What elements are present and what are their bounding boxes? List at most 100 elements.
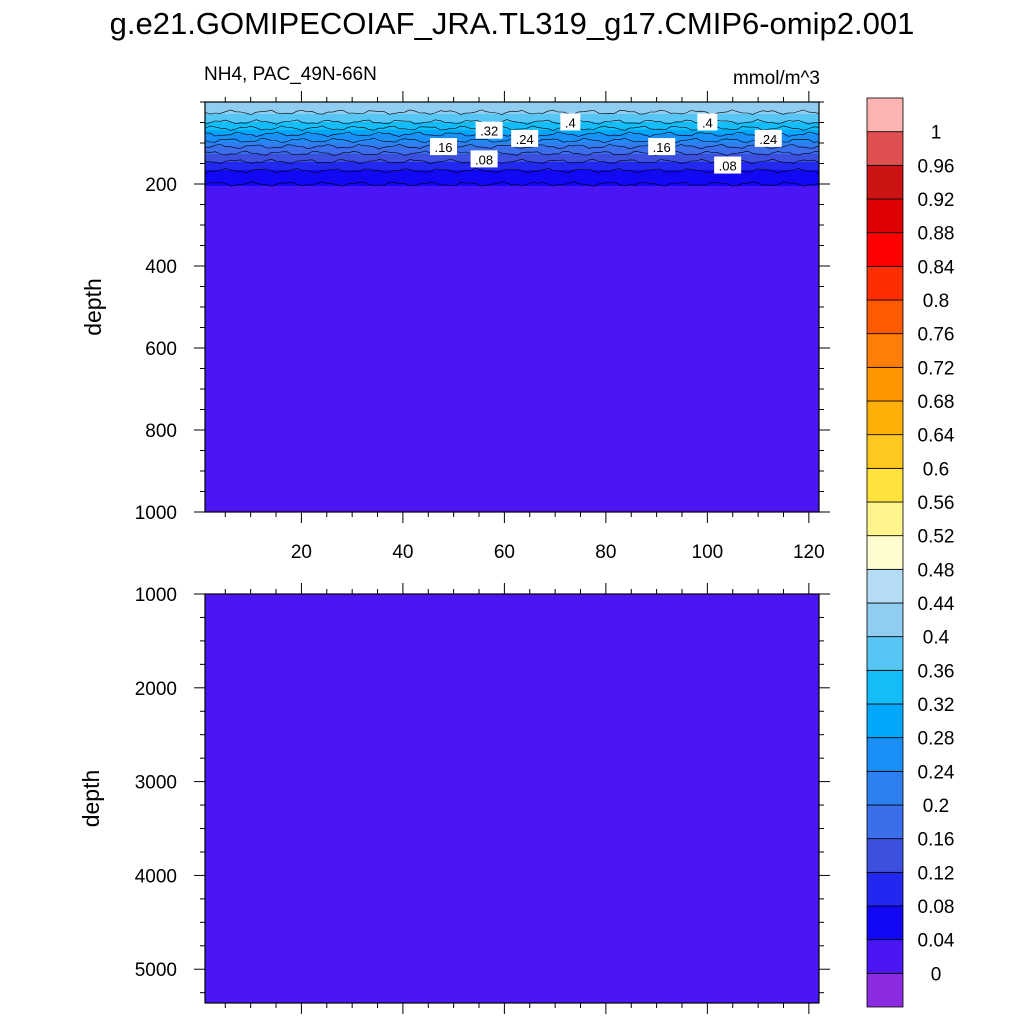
field-band (205, 126, 819, 131)
colorbar-swatch (866, 602, 904, 638)
field-band (205, 334, 819, 339)
colorbar-label: 0.88 (918, 224, 955, 245)
colorbar-label: 0.44 (918, 594, 955, 615)
field-band (205, 146, 819, 151)
field-band (205, 246, 819, 251)
field-band (205, 266, 819, 271)
field-band (205, 322, 819, 327)
colorbar-swatch (866, 97, 904, 133)
field-band (205, 274, 819, 279)
variable-region-subtitle: NH4, PAC_49N-66N (204, 64, 377, 85)
colorbar-swatch (866, 972, 904, 1008)
colorbar-swatch (866, 770, 904, 806)
field-band (205, 330, 819, 335)
field-band (205, 422, 819, 427)
colorbar-label: 0.48 (918, 560, 955, 581)
field-band (205, 186, 819, 191)
field-band (205, 226, 819, 231)
plot-frame (204, 593, 820, 1004)
field-band (205, 174, 819, 179)
contour-label-box (511, 129, 539, 147)
contour-label-box (429, 138, 457, 156)
colorbar-label: 0.84 (918, 257, 955, 278)
contour-line (204, 150, 820, 156)
colorbar-swatch (866, 164, 904, 200)
colorbar-label: 0 (931, 964, 942, 985)
colorbar-swatch (866, 131, 904, 166)
field-band (205, 182, 819, 187)
field-band (205, 394, 819, 399)
contour-label: .24 (516, 132, 534, 147)
colorbar-label: 0.68 (918, 392, 955, 413)
field-band (205, 486, 819, 491)
y-axis-title: depth (80, 278, 106, 336)
field-band (205, 238, 819, 243)
colorbar-swatch (866, 568, 904, 604)
field-band (205, 406, 819, 411)
contour-label-box (754, 129, 782, 147)
field-band (205, 214, 819, 219)
field-band (205, 286, 819, 291)
field-band (205, 494, 819, 499)
field-band (205, 310, 819, 315)
colorbar-label: 0.28 (918, 729, 955, 750)
field-band (205, 414, 819, 419)
field-band (205, 170, 819, 175)
colorbar-swatch (866, 535, 904, 570)
field-band (205, 382, 819, 387)
colorbar-swatch (866, 232, 904, 267)
field-band (205, 418, 819, 423)
y-tick-label: 400 (145, 257, 177, 278)
y-tick-label: 600 (145, 339, 177, 360)
colorbar-label: 0.52 (918, 527, 955, 548)
contour-label: .16 (434, 140, 452, 155)
colorbar-swatch (866, 737, 904, 772)
contour-label: .08 (719, 159, 737, 174)
field-band (205, 218, 819, 223)
colorbar-swatch (866, 198, 904, 234)
field-band (205, 446, 819, 451)
contour-label: .24 (759, 132, 777, 147)
colorbar-label: 0.4 (923, 628, 950, 649)
field-band (205, 478, 819, 483)
field-band (205, 362, 819, 367)
field-band (205, 210, 819, 215)
colorbar-label: 0.8 (923, 291, 949, 312)
field-band (205, 270, 819, 275)
colorbar-label: 0.2 (923, 796, 949, 817)
field-band (205, 378, 819, 383)
field-band (205, 366, 819, 371)
field-band (205, 198, 819, 203)
colorbar-swatch (866, 434, 904, 469)
colorbar-swatch (866, 703, 904, 739)
contour-line (204, 109, 820, 115)
field-band (205, 326, 819, 331)
field-band (205, 302, 819, 307)
contour-line (204, 181, 820, 187)
x-tick-label: 20 (291, 542, 312, 563)
colorbar-label: 0.6 (923, 459, 949, 480)
colorbar-swatch (866, 905, 904, 941)
contour-label-box (475, 121, 503, 139)
field-band (205, 442, 819, 447)
field-band (205, 298, 819, 303)
x-tick-label: 120 (793, 542, 825, 563)
colorbar-label: 0.24 (918, 762, 955, 783)
y-tick-label: 5000 (135, 960, 177, 981)
colorbar-swatch (866, 299, 904, 335)
colorbar-label: 0.16 (918, 830, 955, 851)
x-tick-label: 100 (692, 542, 724, 563)
field-band (205, 458, 819, 463)
colorbar-label: 0.72 (918, 358, 955, 379)
colorbar-label: 0.96 (918, 156, 955, 177)
colorbar-swatch (866, 400, 904, 436)
field-band (205, 506, 819, 511)
y-tick-label: 1000 (135, 503, 177, 524)
contour-label-box (714, 156, 742, 174)
field-band (205, 110, 819, 115)
field-band (205, 178, 819, 183)
field-band (205, 230, 819, 235)
field-band (205, 242, 819, 247)
colorbar-swatch (866, 871, 904, 907)
field-band (205, 194, 819, 199)
